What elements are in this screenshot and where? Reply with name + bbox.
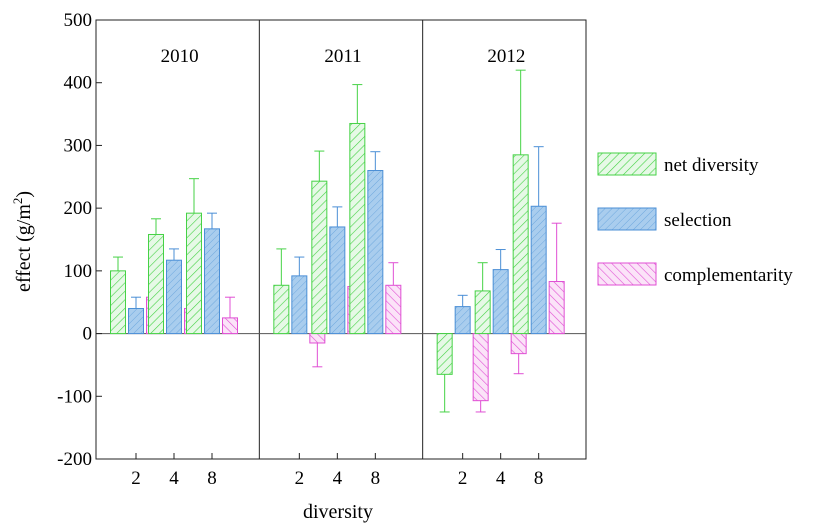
labels: 500 400 300 200 100 0 -100 -200 effect (g/m2) div… [10,10,543,523]
y-tick-label: -100 [57,386,92,407]
bars [110,69,565,413]
x-tick-label: 8 [371,468,381,489]
x-tick-label: 2 [458,468,468,489]
bar-net-diversity [436,333,453,375]
legend: net diversity selection complementarity [597,152,793,286]
bar-complementarity [510,333,527,355]
y-tick-label: 100 [64,261,93,282]
bar-complementarity [548,281,565,335]
bar-net-diversity [110,270,126,335]
legend-swatch-complementarity [597,262,657,286]
x-tick-label: 4 [169,468,179,489]
x-tick-label: 2 [295,468,305,489]
bar-complementarity [472,333,489,402]
panel-label-2010: 2010 [161,46,199,67]
legend-swatch-net-diversity [597,152,657,176]
plot-border [95,19,587,460]
x-tick-label: 4 [496,468,506,489]
bar-net-diversity [186,212,202,335]
panel-label-2011: 2011 [324,46,361,67]
y-tick-label: 0 [83,324,93,345]
y-tick-label: 400 [64,73,93,94]
legend-label-complementarity: complementarity [664,265,793,286]
bar-selection [204,228,220,335]
bar-complementarity [222,317,238,335]
legend-swatch-selection [597,207,657,231]
bar-selection [492,269,509,335]
bar-selection [291,275,308,335]
bar-complementarity [309,333,326,344]
x-tick-label: 4 [333,468,343,489]
legend-label-net-diversity: net diversity [664,155,759,176]
panel-label-2012: 2012 [487,46,525,67]
y-tick-label: 300 [64,135,93,156]
bar-selection [128,307,144,335]
x-axis-title: diversity [303,501,373,523]
bar-selection [166,259,182,335]
x-tick-label: 2 [131,468,141,489]
bar-net-diversity [311,180,328,335]
bar-selection [329,226,346,335]
bar-net-diversity [349,122,366,335]
bar-selection [454,306,471,335]
x-tick-label: 8 [207,468,217,489]
y-tick-label: 200 [64,198,93,219]
y-axis-title: effect (g/m2) [10,191,35,292]
bar-net-diversity [148,233,164,335]
legend-label-selection: selection [664,210,732,231]
bar-net-diversity [512,154,529,335]
bar-selection [367,170,384,335]
x-tick-label: 8 [534,468,544,489]
y-tick-label: 500 [64,10,93,31]
bar-net-diversity [273,284,290,335]
bar-complementarity [385,284,402,335]
bar-net-diversity [474,290,491,335]
y-tick-label: -200 [57,449,92,470]
bar-selection [530,205,547,335]
